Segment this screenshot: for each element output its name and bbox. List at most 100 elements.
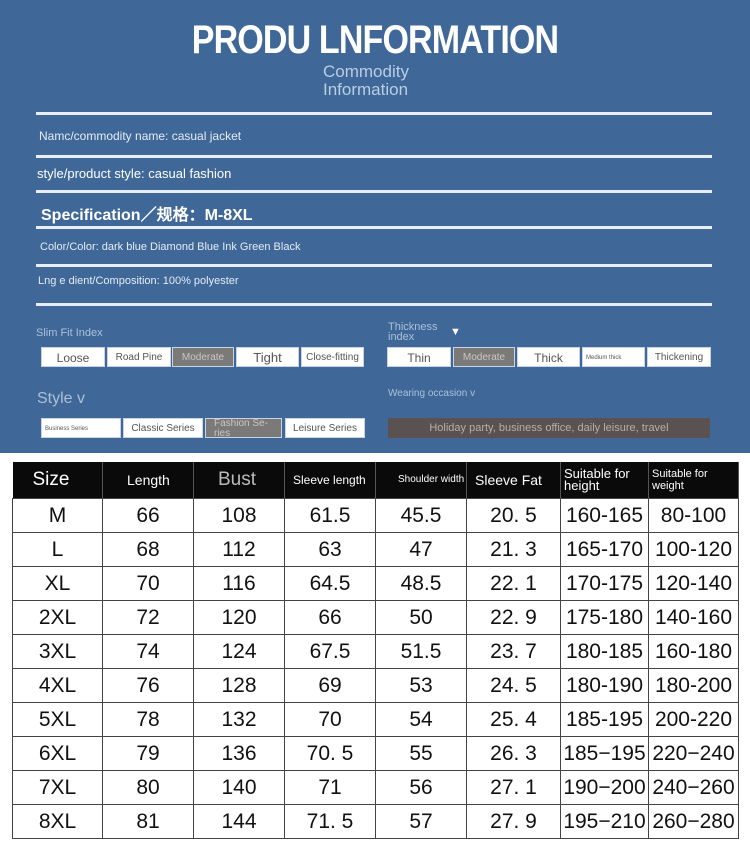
- table-cell: 4XL: [12, 668, 103, 703]
- table-cell: 112: [193, 532, 285, 567]
- table-cell: 80-100: [648, 498, 739, 533]
- table-cell: 70: [102, 566, 194, 601]
- occasion-label: Wearing occasion v: [388, 388, 476, 399]
- thickness-option-selected: Moderate: [453, 347, 515, 367]
- table-cell: 120-140: [648, 566, 739, 601]
- table-cell: 53: [375, 668, 467, 703]
- table-cell: 45.5: [375, 498, 467, 533]
- divider: [36, 226, 712, 229]
- divider: [36, 190, 712, 193]
- table-cell: 6XL: [12, 736, 103, 771]
- slim-fit-label: Slim Fit Index: [36, 327, 103, 339]
- table-cell: 25. 4: [466, 702, 561, 737]
- product-style: style/product style: casual fashion: [37, 166, 232, 181]
- table-cell: 70. 5: [284, 736, 376, 771]
- table-row: L 68 112 63 47 21. 3 165-170 100-120: [12, 532, 739, 567]
- divider: [36, 155, 712, 158]
- table-cell: 23. 7: [466, 634, 561, 669]
- occasion-value: Holiday party, business office, daily le…: [388, 418, 710, 438]
- table-cell: 72: [102, 600, 194, 635]
- table-cell: 24. 5: [466, 668, 561, 703]
- col-header: Length: [102, 462, 194, 499]
- table-cell: 70: [284, 702, 376, 737]
- table-cell: 47: [375, 532, 467, 567]
- table-cell: 68: [102, 532, 194, 567]
- size-chart-table: Size Length Bust Sleeve length Shoulder …: [12, 462, 739, 839]
- table-row: M 66 108 61.5 45.5 20. 5 160-165 80-100: [12, 498, 739, 533]
- slim-fit-option: Loose: [41, 347, 105, 367]
- table-header-row: Size Length Bust Sleeve length Shoulder …: [12, 462, 739, 499]
- style-option: Classic Series: [123, 418, 203, 438]
- table-cell: 140: [193, 770, 285, 805]
- table-cell: 66: [102, 498, 194, 533]
- table-cell: 22. 1: [466, 566, 561, 601]
- col-header: Suitable for height: [560, 462, 649, 499]
- table-cell: M: [12, 498, 103, 533]
- table-cell: 55: [375, 736, 467, 771]
- composition: Lng e dient/Composition: 100% polyester: [38, 275, 239, 287]
- table-cell: 124: [193, 634, 285, 669]
- style-option: Leisure Series: [285, 418, 365, 438]
- col-header: Bust: [193, 462, 285, 499]
- col-header: Suitable for weight: [648, 462, 739, 499]
- thickness-option: Thin: [387, 347, 451, 367]
- table-cell: 175-180: [560, 600, 649, 635]
- table-cell: 66: [284, 600, 376, 635]
- table-cell: 144: [193, 804, 285, 839]
- table-cell: 78: [102, 702, 194, 737]
- slim-fit-option: Close-fitting: [301, 347, 364, 367]
- style-option-selected: Fashion Se-ries: [205, 418, 282, 438]
- table-cell: 132: [193, 702, 285, 737]
- table-cell: 128: [193, 668, 285, 703]
- table-cell: L: [12, 532, 103, 567]
- table-cell: 108: [193, 498, 285, 533]
- table-cell: 27. 1: [466, 770, 561, 805]
- specification: Specification／规格：M-8XL: [41, 207, 253, 224]
- table-cell: 80: [102, 770, 194, 805]
- thickness-label: Thickness index: [388, 321, 438, 343]
- table-cell: 185-195: [560, 702, 649, 737]
- table-cell: 71. 5: [284, 804, 376, 839]
- table-cell: 22. 9: [466, 600, 561, 635]
- table-row: 3XL 74 124 67.5 51.5 23. 7 180-185 160-180: [12, 634, 739, 669]
- table-row: 6XL 79 136 70. 5 55 26. 3 185−195 220−240: [12, 736, 739, 771]
- col-header: Sleeve length: [284, 462, 376, 499]
- table-cell: 136: [193, 736, 285, 771]
- table-cell: 57: [375, 804, 467, 839]
- table-cell: 100-120: [648, 532, 739, 567]
- table-cell: 71: [284, 770, 376, 805]
- color-info: Color/Color: dark blue Diamond Blue Ink …: [40, 241, 301, 253]
- table-cell: 185−195: [560, 736, 649, 771]
- table-cell: 190−200: [560, 770, 649, 805]
- table-cell: 140-160: [648, 600, 739, 635]
- table-cell: 61.5: [284, 498, 376, 533]
- thickness-option: Thickening: [647, 347, 711, 367]
- thickness-option: Thick: [517, 347, 580, 367]
- table-cell: 20. 5: [466, 498, 561, 533]
- table-cell: 200-220: [648, 702, 739, 737]
- style-option: Business Series: [41, 418, 121, 438]
- product-info-panel: PRODU LNFORMATION Commodity Information N…: [0, 0, 750, 453]
- table-cell: 195−210: [560, 804, 649, 839]
- divider: [36, 264, 712, 267]
- table-cell: 8XL: [12, 804, 103, 839]
- thickness-option: Medium thick: [582, 347, 645, 367]
- table-cell: 160-180: [648, 634, 739, 669]
- table-cell: 7XL: [12, 770, 103, 805]
- col-header: Shoulder width: [375, 462, 467, 499]
- table-cell: 50: [375, 600, 467, 635]
- table-cell: 21. 3: [466, 532, 561, 567]
- col-header: Sleeve Fat: [466, 462, 561, 499]
- col-header: Size: [12, 462, 103, 499]
- subtitle-line2: Information: [323, 80, 409, 99]
- table-cell: 63: [284, 532, 376, 567]
- table-cell: 120: [193, 600, 285, 635]
- table-cell: 27. 9: [466, 804, 561, 839]
- table-cell: 165-170: [560, 532, 649, 567]
- table-cell: 51.5: [375, 634, 467, 669]
- table-cell: 76: [102, 668, 194, 703]
- table-cell: 2XL: [12, 600, 103, 635]
- page-title: PRODU LNFORMATION: [191, 18, 559, 62]
- table-row: 2XL 72 120 66 50 22. 9 175-180 140-160: [12, 600, 739, 635]
- table-cell: 170-175: [560, 566, 649, 601]
